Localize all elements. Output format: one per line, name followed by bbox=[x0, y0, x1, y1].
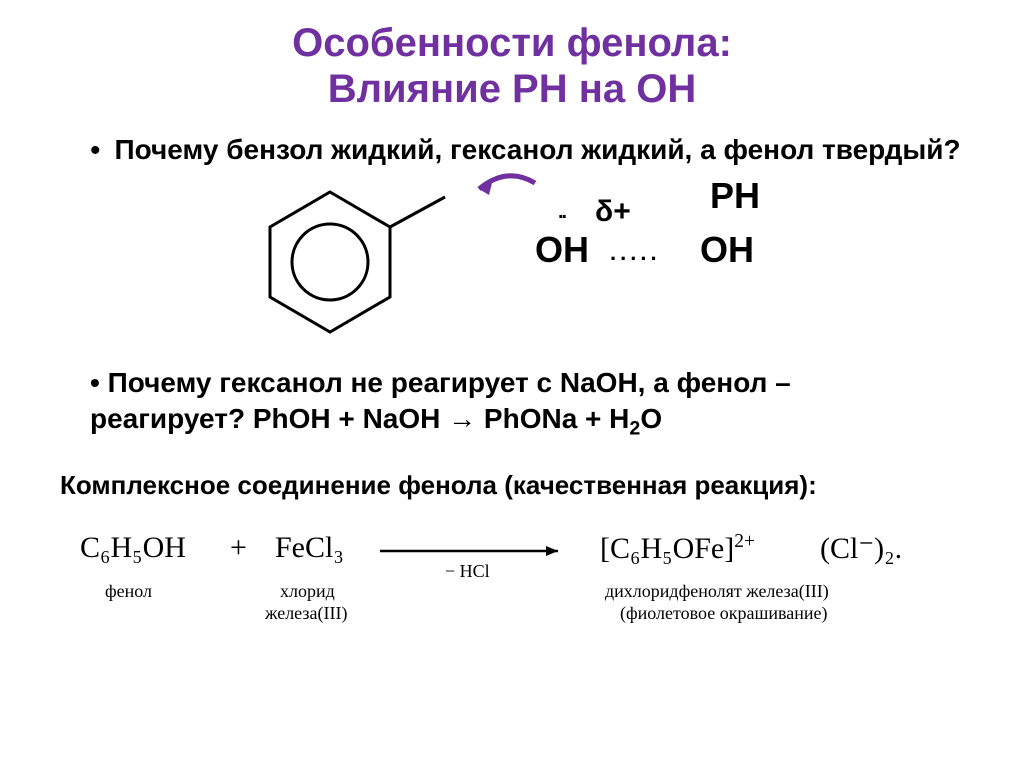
question-2-eq: РhОН + NаОН → РhОNа + Н bbox=[253, 403, 630, 434]
reagent-fecl3: FeCl₃ bbox=[275, 531, 344, 565]
question-1: • Почему бензол жидкий, гексанол жидкий,… bbox=[90, 134, 964, 167]
question-2-line2-pre: реагирует? bbox=[90, 403, 245, 434]
oh-right: ОН bbox=[700, 229, 754, 271]
hbond-dots: ..... bbox=[610, 240, 661, 266]
bullet-dot: • bbox=[90, 134, 101, 167]
title-line-1: Особенности фенола: bbox=[292, 21, 732, 65]
title-line-2: Влияние РН на ОН bbox=[328, 67, 697, 111]
lone-pair-dots: .. bbox=[558, 201, 565, 224]
product-complex-charge: 2+ bbox=[734, 531, 755, 552]
product-cl: (Cl⁻)₂. bbox=[820, 531, 902, 566]
label-phenol: фенол bbox=[105, 581, 152, 602]
reagent-phenol: C₆H₅OH bbox=[80, 531, 186, 565]
question-2-line1: • Почему гексанол не реагирует с NаОН, а… bbox=[90, 367, 791, 398]
reaction-arrow-icon bbox=[380, 543, 570, 563]
complex-reaction-title: Комплексное соединение фенола (качествен… bbox=[60, 470, 964, 501]
ph-label: РН bbox=[710, 175, 760, 217]
label-fecl3-l1: хлорид bbox=[280, 581, 335, 602]
product-complex: [C₆H₅OFe]2+ bbox=[600, 531, 755, 566]
label-fecl3-l2: железа(III) bbox=[265, 603, 347, 624]
label-product-l1: дихлоридфенолят железа(III) bbox=[605, 581, 829, 602]
question-2-eq-end: О bbox=[640, 403, 662, 434]
question-2: • Почему гексанол не реагирует с NаОН, а… bbox=[90, 365, 964, 442]
question-2-sub: 2 bbox=[629, 418, 640, 440]
slide-title: Особенности фенола: Влияние РН на ОН bbox=[60, 20, 964, 112]
product-complex-formula: [C₆H₅OFe] bbox=[600, 532, 734, 565]
qualitative-reaction: C₆H₅OH + FeCl₃ − HCl [C₆H₅OFe]2+ (Cl⁻)₂.… bbox=[50, 531, 964, 641]
label-product-l2: (фиолетовое окрашивание) bbox=[620, 603, 827, 624]
curved-arrow-icon bbox=[465, 169, 550, 209]
phenol-diagram: .. δ+ ОН ..... РН ОН bbox=[180, 177, 964, 357]
plus-sign: + bbox=[230, 531, 247, 565]
arrow-sub-label: − HCl bbox=[445, 561, 490, 582]
question-1-text: Почему бензол жидкий, гексанол жидкий, а… bbox=[115, 134, 961, 166]
oh-left: ОН bbox=[535, 229, 589, 271]
benzene-svg bbox=[250, 177, 450, 347]
delta-plus: δ+ bbox=[595, 195, 631, 229]
